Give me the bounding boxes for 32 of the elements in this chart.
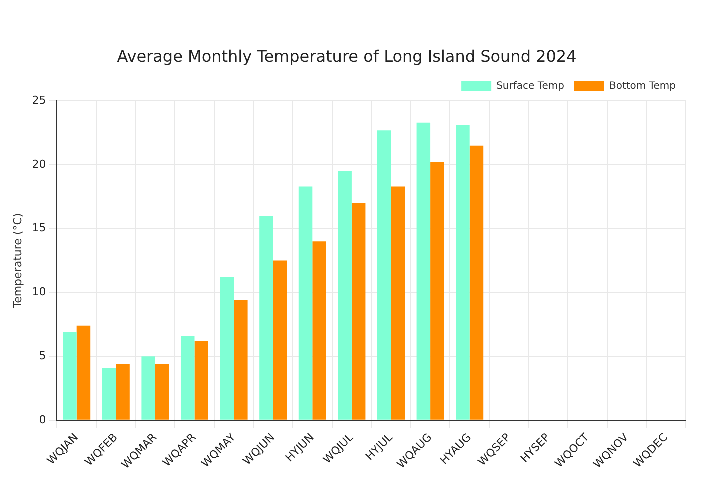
legend-label: Bottom Temp bbox=[609, 80, 676, 92]
bar bbox=[430, 162, 444, 420]
y-axis-title: Temperature (°C) bbox=[11, 213, 24, 310]
bar bbox=[116, 364, 130, 420]
bar bbox=[220, 277, 234, 420]
y-tick-label: 15 bbox=[32, 222, 46, 235]
bar bbox=[63, 332, 77, 420]
y-tick-label: 5 bbox=[39, 349, 46, 362]
y-tick-label: 10 bbox=[32, 286, 46, 299]
y-tick-label: 0 bbox=[39, 413, 46, 426]
y-tick-label: 20 bbox=[32, 158, 46, 171]
legend-label: Surface Temp bbox=[496, 80, 565, 92]
bar bbox=[312, 242, 326, 420]
bar bbox=[76, 326, 91, 420]
bar bbox=[352, 203, 366, 420]
bar bbox=[377, 130, 392, 420]
y-tick-label: 25 bbox=[32, 94, 46, 108]
bar bbox=[456, 125, 470, 420]
bar bbox=[180, 336, 195, 420]
bar bbox=[102, 368, 116, 420]
bar bbox=[470, 146, 484, 420]
bar bbox=[416, 122, 431, 420]
bar bbox=[391, 186, 406, 420]
bar bbox=[234, 300, 248, 420]
bar bbox=[298, 186, 313, 420]
bar bbox=[338, 171, 352, 420]
bar bbox=[273, 260, 288, 420]
bar bbox=[142, 356, 156, 420]
bar bbox=[155, 364, 170, 420]
bar bbox=[194, 341, 209, 420]
chart-title: Average Monthly Temperature of Long Island Sound 2024 bbox=[117, 46, 577, 66]
bar bbox=[260, 216, 274, 420]
